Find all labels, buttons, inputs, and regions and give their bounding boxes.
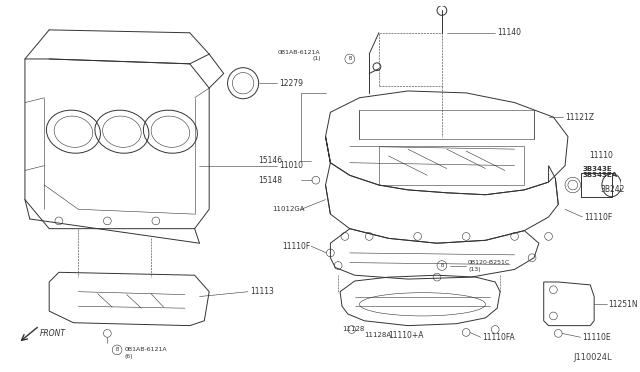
Text: 11110F: 11110F: [584, 212, 612, 222]
Text: (13): (13): [468, 267, 481, 272]
Text: 0B120-B251C: 0B120-B251C: [468, 260, 510, 265]
Text: 0B1AB-6121A: 0B1AB-6121A: [125, 347, 168, 352]
Text: 11110+A: 11110+A: [388, 331, 424, 340]
Text: 11012GA: 11012GA: [272, 206, 305, 212]
Text: 12279: 12279: [279, 79, 303, 88]
Text: 11113: 11113: [250, 287, 274, 296]
Text: 11110FA: 11110FA: [483, 333, 515, 342]
Text: 15146: 15146: [258, 156, 282, 165]
Text: (6): (6): [125, 354, 133, 359]
Text: B: B: [115, 347, 119, 352]
Text: 11140: 11140: [497, 28, 521, 37]
Bar: [379, 33, 442, 86]
Text: 3B343E: 3B343E: [582, 166, 612, 171]
Text: 11251N: 11251N: [609, 300, 638, 309]
Text: 11010: 11010: [279, 161, 303, 170]
Bar: [580, 173, 612, 197]
Text: 11121Z: 11121Z: [565, 113, 594, 122]
Bar: [360, 110, 534, 140]
Text: 11110: 11110: [589, 151, 613, 160]
Text: B: B: [348, 57, 351, 61]
Text: 3B242: 3B242: [600, 185, 625, 195]
Text: 3B343EA: 3B343EA: [582, 172, 618, 178]
Text: 11128A: 11128A: [364, 332, 392, 338]
Text: FRONT: FRONT: [40, 329, 65, 338]
Text: 11128: 11128: [342, 326, 364, 331]
Text: 11110E: 11110E: [582, 333, 611, 342]
Text: J110024L: J110024L: [573, 353, 612, 362]
Text: 0B1AB-6121A: 0B1AB-6121A: [278, 50, 321, 55]
Text: 15148: 15148: [258, 176, 282, 185]
Text: 11110F: 11110F: [282, 242, 310, 251]
Text: (1): (1): [312, 57, 321, 61]
Text: B: B: [440, 263, 444, 268]
